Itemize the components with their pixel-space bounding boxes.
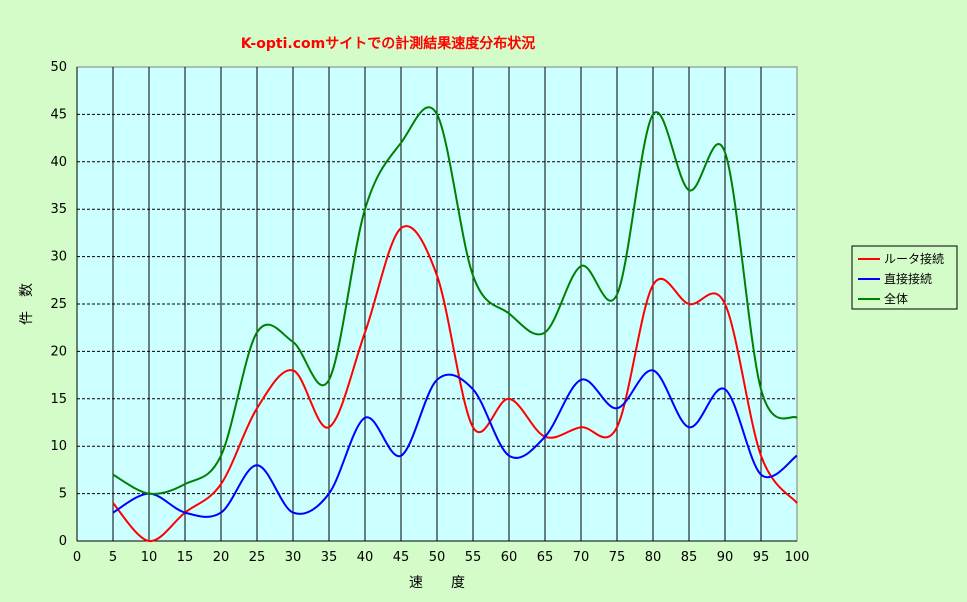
y-tick-label: 45 [50, 107, 67, 122]
y-tick-label: 50 [50, 60, 67, 75]
y-tick-label: 35 [50, 202, 67, 217]
x-tick-label: 65 [537, 550, 554, 565]
x-tick-label: 80 [645, 550, 662, 565]
x-tick-label: 75 [609, 550, 626, 565]
chart-title: K-opti.comサイトでの計測結果速度分布状況 [241, 35, 535, 52]
x-tick-label: 20 [213, 550, 230, 565]
series-line-3 [112, 106, 798, 495]
x-tick-label: 50 [429, 550, 446, 565]
series-line-2 [112, 369, 798, 518]
y-tick-label: 0 [59, 534, 67, 549]
y-tick-label: 5 [59, 487, 67, 502]
x-tick-label: 100 [785, 550, 810, 565]
series-line-1 [112, 225, 798, 543]
legend-label: 直接接続 [884, 271, 932, 286]
x-tick-label: 90 [717, 550, 734, 565]
x-tick-label: 30 [285, 550, 302, 565]
y-tick-label: 10 [50, 439, 67, 454]
x-tick-label: 95 [753, 550, 770, 565]
y-tick-label: 30 [50, 250, 67, 265]
y-axis-title: 件 数 [19, 283, 35, 325]
x-tick-label: 35 [321, 550, 338, 565]
x-axis-title: 速 度 [409, 575, 465, 591]
y-tick-label: 25 [50, 297, 67, 312]
legend-label: ルータ接続 [884, 251, 944, 266]
x-tick-label: 85 [681, 550, 698, 565]
legend-label: 全体 [884, 291, 908, 306]
tick-layer: 0 5 10 15 20 25 30 35 40 45 50 0 5 10 15 20 25 30 35 40 45 50… [50, 60, 809, 565]
y-tick-label: 15 [50, 392, 67, 407]
x-tick-label: 0 [73, 550, 81, 565]
y-tick-label: 40 [50, 155, 67, 170]
x-tick-label: 5 [109, 550, 117, 565]
x-tick-label: 25 [249, 550, 266, 565]
x-tick-label: 10 [141, 550, 158, 565]
grid-layer [76, 67, 797, 542]
y-tick-label: 20 [50, 344, 67, 359]
x-tick-label: 45 [393, 550, 410, 565]
x-tick-label: 15 [177, 550, 194, 565]
x-tick-label: 55 [465, 550, 482, 565]
x-tick-label: 60 [501, 550, 518, 565]
x-tick-label: 40 [357, 550, 374, 565]
x-tick-label: 70 [573, 550, 590, 565]
series-layer [112, 106, 798, 543]
